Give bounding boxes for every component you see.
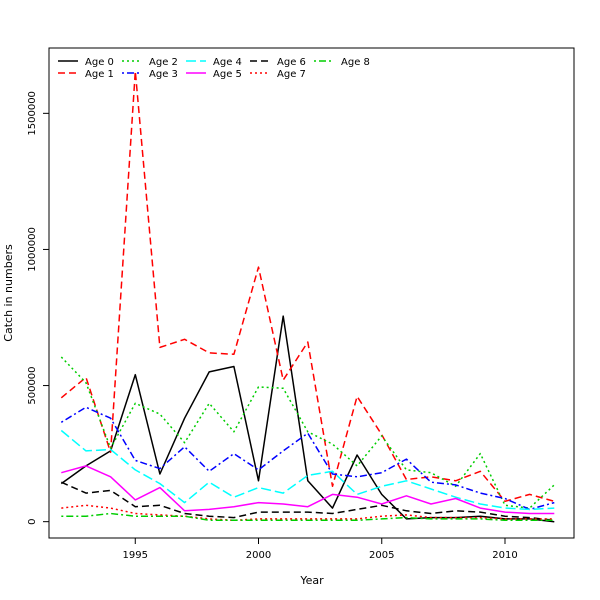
legend-label: Age 2 [149,57,178,68]
y-tick-label: 500000 [27,366,38,404]
legend-label: Age 6 [277,57,306,68]
series-line-age-4 [60,429,555,511]
legend-label: Age 1 [85,69,114,80]
series-line-age-2 [60,356,555,509]
x-tick-label: 2010 [492,550,517,561]
legend-label: Age 7 [277,69,306,80]
y-tick-label: 0 [27,518,38,524]
legend-label: Age 0 [85,57,114,68]
series-layer [60,70,555,523]
plot-frame [48,47,575,539]
legend-label: Age 4 [213,57,242,68]
x-tick-label: 2005 [369,550,394,561]
y-axis: 0 500000 1000000 1500000 [27,91,49,525]
series-line-age-1 [60,70,555,503]
legend-label: Age 5 [213,69,242,80]
series-line-age-6 [60,481,555,522]
x-axis-title: Year [299,574,324,587]
x-tick-label: 1995 [123,550,148,561]
y-tick-label: 1000000 [27,227,38,272]
x-tick-label: 2000 [246,550,271,561]
legend-label: Age 8 [341,57,370,68]
series-line-age-3 [60,406,555,511]
y-tick-label: 1500000 [27,91,38,136]
y-axis-title: Catch in numbers [2,244,15,342]
series-line-age-8 [61,512,555,522]
series-line-age-5 [61,465,555,515]
x-axis: 1995 2000 2005 2010 [123,538,518,561]
series-line-age-0 [60,315,555,523]
legend-label: Age 3 [149,69,178,80]
